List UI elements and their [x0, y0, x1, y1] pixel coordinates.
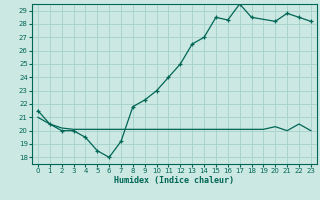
X-axis label: Humidex (Indice chaleur): Humidex (Indice chaleur) [115, 176, 234, 185]
